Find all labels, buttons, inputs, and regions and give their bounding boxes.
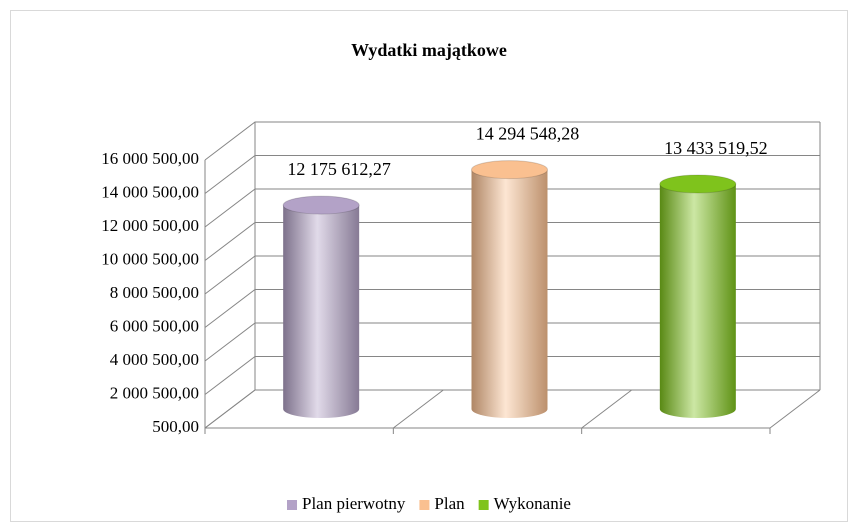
bar [659, 174, 737, 419]
y-tick-label: 10 000 500,00 [101, 249, 199, 268]
cylinder-body [659, 183, 736, 419]
floor-line [393, 389, 444, 429]
legend-swatch [478, 500, 489, 510]
y-tick-label: 500,00 [152, 417, 199, 436]
y-tick-label: 14 000 500,00 [101, 182, 199, 201]
chart-title: Wydatki majątkowe [351, 40, 507, 60]
bar [471, 160, 548, 419]
legend-label: Plan pierwotny [302, 494, 406, 513]
y-tick-label: 8 000 500,00 [110, 283, 199, 302]
y-tick-label: 16 000 500,00 [101, 149, 199, 168]
cylinder-top [471, 160, 548, 180]
floor-line [769, 389, 821, 429]
legend-label: Wykonanie [494, 494, 571, 513]
y-tick-label: 12 000 500,00 [101, 216, 199, 235]
floor-line [581, 389, 632, 429]
bar [282, 195, 360, 419]
legend-swatch [287, 500, 298, 510]
value-label: 14 294 548,28 [476, 124, 580, 144]
cylinder-body [283, 205, 360, 419]
legend-label: Plan [434, 494, 465, 513]
y-tick-label: 2 000 500,00 [110, 383, 199, 402]
value-label: 12 175 612,27 [287, 159, 391, 179]
cylinder-top [659, 174, 737, 194]
cylinder-top [282, 195, 360, 215]
value-label: 13 433 519,52 [664, 138, 768, 158]
legend-swatch [419, 500, 430, 510]
floor-line [204, 389, 256, 429]
cylinder-body [471, 169, 548, 419]
y-tick-label: 4 000 500,00 [110, 350, 199, 369]
y-tick-label: 6 000 500,00 [110, 316, 199, 335]
